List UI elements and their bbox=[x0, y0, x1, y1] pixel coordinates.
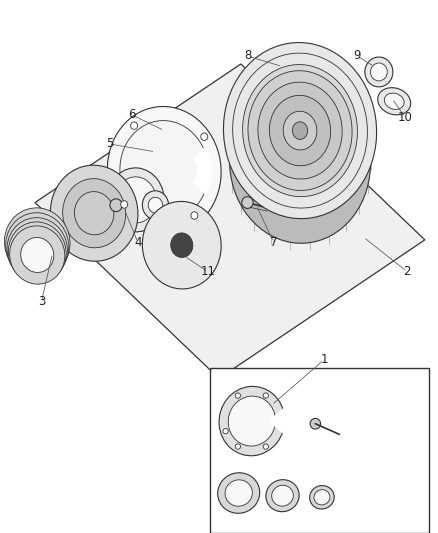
Ellipse shape bbox=[223, 43, 377, 219]
Ellipse shape bbox=[115, 177, 156, 223]
Ellipse shape bbox=[269, 95, 331, 166]
Ellipse shape bbox=[7, 217, 67, 281]
Ellipse shape bbox=[266, 480, 299, 512]
Ellipse shape bbox=[314, 490, 330, 505]
Text: 7: 7 bbox=[270, 236, 278, 249]
Ellipse shape bbox=[50, 165, 138, 261]
Ellipse shape bbox=[365, 57, 393, 87]
Ellipse shape bbox=[248, 71, 352, 190]
Ellipse shape bbox=[110, 199, 122, 212]
Ellipse shape bbox=[142, 201, 221, 289]
Ellipse shape bbox=[263, 444, 268, 449]
Ellipse shape bbox=[378, 88, 411, 115]
Ellipse shape bbox=[233, 53, 367, 208]
Ellipse shape bbox=[107, 107, 221, 235]
Text: 8: 8 bbox=[244, 50, 251, 62]
Ellipse shape bbox=[142, 191, 169, 220]
Ellipse shape bbox=[242, 197, 253, 208]
Ellipse shape bbox=[21, 238, 54, 272]
Text: 10: 10 bbox=[398, 111, 413, 124]
Ellipse shape bbox=[235, 393, 240, 398]
Ellipse shape bbox=[235, 444, 240, 449]
Text: 1: 1 bbox=[320, 353, 328, 366]
Ellipse shape bbox=[310, 418, 321, 429]
Ellipse shape bbox=[63, 179, 126, 248]
Ellipse shape bbox=[18, 226, 56, 266]
Ellipse shape bbox=[310, 486, 334, 509]
Ellipse shape bbox=[384, 93, 404, 109]
Text: 5: 5 bbox=[106, 138, 113, 150]
Polygon shape bbox=[35, 64, 425, 378]
Text: 11: 11 bbox=[201, 265, 215, 278]
Bar bbox=[210, 368, 429, 533]
Ellipse shape bbox=[74, 191, 114, 235]
Ellipse shape bbox=[120, 120, 208, 221]
Ellipse shape bbox=[4, 208, 70, 277]
Ellipse shape bbox=[191, 212, 198, 219]
Ellipse shape bbox=[201, 133, 208, 140]
Ellipse shape bbox=[263, 393, 268, 398]
Ellipse shape bbox=[20, 234, 55, 271]
Ellipse shape bbox=[89, 193, 125, 233]
Ellipse shape bbox=[293, 122, 307, 140]
Ellipse shape bbox=[371, 63, 387, 81]
Ellipse shape bbox=[171, 233, 193, 257]
Ellipse shape bbox=[223, 429, 228, 434]
Ellipse shape bbox=[230, 81, 371, 243]
Wedge shape bbox=[268, 407, 288, 435]
Ellipse shape bbox=[131, 122, 138, 130]
Ellipse shape bbox=[8, 222, 66, 283]
Ellipse shape bbox=[6, 213, 69, 279]
Text: 2: 2 bbox=[403, 265, 411, 278]
Text: 9: 9 bbox=[353, 50, 361, 62]
Ellipse shape bbox=[148, 197, 162, 213]
Text: 6: 6 bbox=[127, 108, 135, 121]
Ellipse shape bbox=[272, 485, 293, 506]
Text: 4: 4 bbox=[134, 236, 142, 249]
Ellipse shape bbox=[219, 386, 285, 456]
Ellipse shape bbox=[258, 82, 342, 179]
Ellipse shape bbox=[10, 226, 65, 284]
Text: 3: 3 bbox=[38, 295, 45, 308]
Ellipse shape bbox=[121, 201, 128, 208]
Ellipse shape bbox=[243, 64, 357, 197]
Ellipse shape bbox=[107, 168, 164, 232]
Ellipse shape bbox=[228, 396, 276, 446]
Ellipse shape bbox=[283, 111, 317, 150]
Wedge shape bbox=[193, 146, 213, 195]
Ellipse shape bbox=[18, 222, 57, 263]
Ellipse shape bbox=[19, 230, 55, 269]
Ellipse shape bbox=[218, 473, 260, 513]
Ellipse shape bbox=[225, 480, 252, 506]
Ellipse shape bbox=[82, 185, 133, 241]
